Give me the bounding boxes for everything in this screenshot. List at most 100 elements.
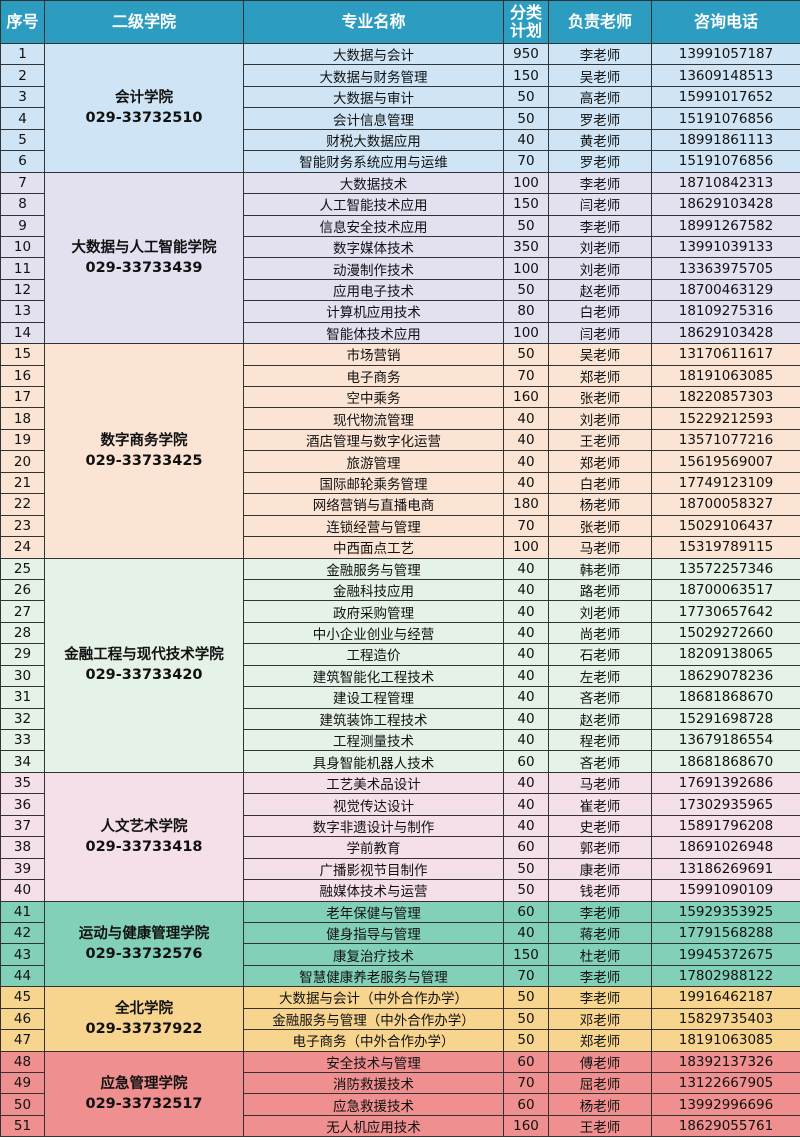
plan: 40 <box>503 728 549 752</box>
college-name: 大数据与人工智能学院 <box>71 239 217 256</box>
plan: 40 <box>503 557 549 580</box>
plan: 150 <box>503 193 549 216</box>
plan: 160 <box>503 385 549 409</box>
major: 大数据与会计 <box>243 42 504 66</box>
major: 具身智能机器人技术 <box>243 750 504 773</box>
row-number: 21 <box>0 471 45 495</box>
table-body: 1 会计学院 029-33732510 大数据与会计 950 李老师 13991057187… <box>0 42 800 1138</box>
row-number: 33 <box>0 728 45 752</box>
row-number: 47 <box>0 1029 45 1052</box>
college-cell: 会计学院 029-33732510 <box>44 43 244 173</box>
teacher: 闫老师 <box>548 321 652 345</box>
plan: 40 <box>503 921 549 945</box>
major: 智能财务系统应用与运维 <box>243 150 504 173</box>
row-number: 3 <box>0 85 45 109</box>
phone: 13122667905 <box>651 1071 800 1095</box>
plan: 50 <box>503 107 549 130</box>
teacher: 屈老师 <box>548 1071 652 1095</box>
plan: 40 <box>503 578 549 602</box>
plan: 60 <box>503 750 549 773</box>
major: 大数据与会计（中外合作办学） <box>243 986 504 1009</box>
major: 动漫制作技术 <box>243 257 504 280</box>
major: 建筑智能化工程技术 <box>243 664 504 688</box>
phone: 18109275316 <box>651 300 800 323</box>
major: 智能体技术应用 <box>243 321 504 345</box>
college-phone: 029-33737922 <box>85 1020 203 1037</box>
phone: 18629103428 <box>651 321 800 345</box>
row-number: 5 <box>0 128 45 152</box>
phone: 18191063085 <box>651 1029 800 1052</box>
row-number: 29 <box>0 643 45 666</box>
major: 健身指导与管理 <box>243 921 504 945</box>
teacher: 吴老师 <box>548 64 652 87</box>
phone: 18681868670 <box>651 750 800 773</box>
row-number: 35 <box>0 771 45 795</box>
teacher: 李老师 <box>548 42 652 66</box>
phone: 18681868670 <box>651 686 800 709</box>
major: 金融服务与管理（中外合作办学） <box>243 1007 504 1031</box>
college-cell: 人文艺术学院 029-33733418 <box>44 771 244 902</box>
major: 电子商务 <box>243 364 504 388</box>
teacher: 李老师 <box>548 900 652 923</box>
teacher: 康老师 <box>548 857 652 881</box>
row-number: 25 <box>0 557 45 580</box>
plan: 100 <box>503 321 549 345</box>
plan: 40 <box>503 707 549 731</box>
major: 人工智能技术应用 <box>243 193 504 216</box>
teacher: 王老师 <box>548 428 652 452</box>
major: 电子商务（中外合作办学） <box>243 1029 504 1052</box>
row-number: 26 <box>0 578 45 602</box>
plan: 50 <box>503 1029 549 1052</box>
major: 数字非遗设计与制作 <box>243 814 504 838</box>
phone: 13991057187 <box>651 42 800 66</box>
teacher: 刘老师 <box>548 407 652 430</box>
teacher: 左老师 <box>548 664 652 688</box>
row-number: 8 <box>0 193 45 216</box>
phone: 18991267582 <box>651 214 800 237</box>
row-number: 34 <box>0 750 45 773</box>
college-phone: 029-33733420 <box>85 667 203 684</box>
teacher: 张老师 <box>548 385 652 409</box>
row-number: 36 <box>0 793 45 816</box>
major: 财税大数据应用 <box>243 128 504 152</box>
plan: 40 <box>503 407 549 430</box>
major: 智慧健康养老服务与管理 <box>243 964 504 988</box>
plan: 40 <box>503 793 549 816</box>
college-name: 数字商务学院 <box>100 432 188 449</box>
row-number: 16 <box>0 364 45 388</box>
plan: 70 <box>503 514 549 538</box>
teacher: 马老师 <box>548 771 652 795</box>
major: 空中乘务 <box>243 385 504 409</box>
table-row: 23 连锁经营与管理 70 张老师 15029106437 <box>0 514 800 538</box>
phone: 15829735403 <box>651 1007 800 1031</box>
teacher: 杜老师 <box>548 943 652 966</box>
row-number: 39 <box>0 857 45 881</box>
teacher: 罗老师 <box>548 150 652 173</box>
row-number: 40 <box>0 879 45 902</box>
row-number: 27 <box>0 600 45 623</box>
teacher: 杨老师 <box>548 493 652 516</box>
college-phone: 029-33732576 <box>85 945 203 962</box>
table-row: 1 会计学院 029-33732510 大数据与会计 950 李老师 13991057187 <box>0 42 800 173</box>
phone: 17730657642 <box>651 600 800 623</box>
row-number: 11 <box>0 257 45 280</box>
phone: 18209138065 <box>651 643 800 666</box>
row-number: 51 <box>0 1114 45 1138</box>
plan: 40 <box>503 450 549 473</box>
phone: 17749123109 <box>651 471 800 495</box>
teacher: 张老师 <box>548 514 652 538</box>
major: 融媒体技术与运营 <box>243 879 504 902</box>
major: 学前教育 <box>243 836 504 859</box>
header-cell: 专业名称 <box>243 0 504 44</box>
major: 现代物流管理 <box>243 407 504 430</box>
phone: 18220857303 <box>651 385 800 409</box>
row-number: 38 <box>0 836 45 859</box>
phone: 17802988122 <box>651 964 800 988</box>
phone: 15319789115 <box>651 536 800 559</box>
plan: 40 <box>503 621 549 645</box>
row-number: 23 <box>0 514 45 538</box>
teacher: 史老师 <box>548 814 652 838</box>
college-phone: 029-33733439 <box>85 259 203 276</box>
teacher: 吝老师 <box>548 750 652 773</box>
